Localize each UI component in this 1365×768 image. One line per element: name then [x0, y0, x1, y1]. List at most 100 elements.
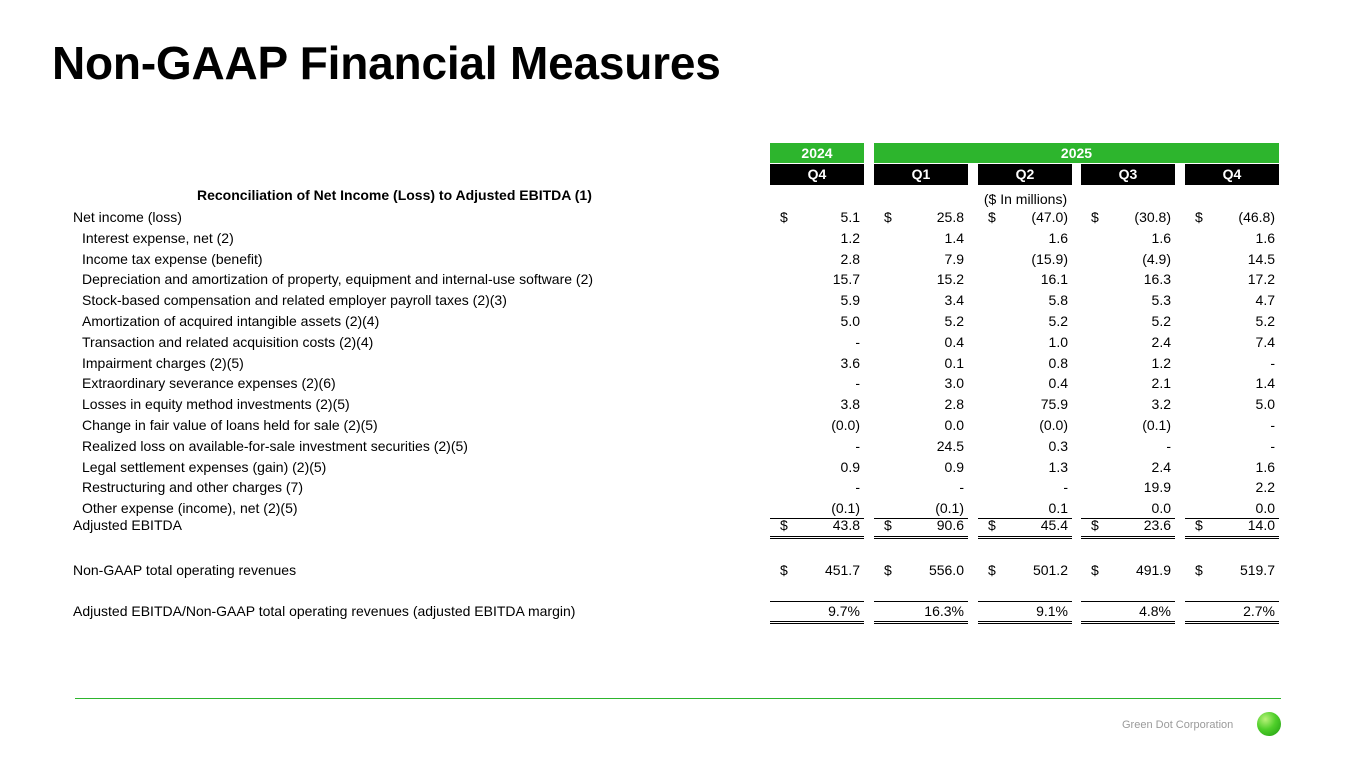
total-double-rule: [1185, 536, 1279, 539]
value-cell: 0.9: [770, 459, 864, 479]
quarter-header-2025-q4: Q4: [1185, 164, 1279, 185]
value-cell: 0.4: [874, 334, 968, 354]
cell-value: 0.9: [840, 459, 860, 475]
cell-value: -: [855, 438, 860, 454]
currency-symbol: $: [988, 562, 996, 578]
cell-value: 2.1: [1151, 375, 1171, 391]
value-cell: 16.1: [978, 271, 1072, 291]
cell-value: 0.0: [1151, 500, 1171, 516]
total-double-rule: [770, 536, 864, 539]
value-cell: $43.8: [770, 517, 864, 537]
value-cell: 5.3: [1081, 292, 1175, 312]
value-cell: 2.8: [770, 251, 864, 271]
value-cell: 9.1%: [978, 603, 1072, 623]
value-cell: 1.4: [1185, 375, 1279, 395]
cell-value: 5.2: [1048, 313, 1068, 329]
row-label: Adjusted EBITDA: [73, 517, 182, 533]
cell-value: (47.0): [1031, 209, 1068, 225]
cell-value: 90.6: [936, 517, 964, 533]
value-cell: 14.5: [1185, 251, 1279, 271]
cell-value: -: [855, 375, 860, 391]
value-cell: 5.2: [1081, 313, 1175, 333]
currency-symbol: $: [884, 209, 892, 225]
value-cell: (15.9): [978, 251, 1072, 271]
row-label: Extraordinary severance expenses (2)(6): [82, 375, 336, 391]
table-row: Depreciation and amortization of propert…: [0, 271, 1365, 291]
cell-value: 5.9: [840, 292, 860, 308]
value-cell: 1.6: [1185, 459, 1279, 479]
value-cell: $45.4: [978, 517, 1072, 537]
cell-value: 2.2: [1255, 479, 1275, 495]
value-cell: (0.1): [1081, 417, 1175, 437]
cell-value: 1.4: [1255, 375, 1275, 391]
cell-value: (0.1): [935, 500, 964, 516]
value-cell: 0.1: [978, 500, 1072, 520]
cell-value: 43.8: [832, 517, 860, 533]
cell-value: 14.0: [1247, 517, 1275, 533]
cell-value: (4.9): [1142, 251, 1171, 267]
value-cell: 5.8: [978, 292, 1072, 312]
value-cell: 5.2: [874, 313, 968, 333]
cell-value: 23.6: [1143, 517, 1171, 533]
cell-value: 1.0: [1048, 334, 1068, 350]
cell-value: -: [1270, 355, 1275, 371]
value-cell: $ (46.8): [1185, 209, 1279, 229]
table-row: Net income (loss) $5.1 $25.8 $ (47.0) $ (30.8)…: [0, 209, 1365, 229]
cell-value: 2.7%: [1243, 603, 1275, 619]
cell-value: 5.2: [1151, 313, 1171, 329]
value-cell: 2.1: [1081, 375, 1175, 395]
row-label: Legal settlement expenses (gain) (2)(5): [82, 459, 327, 475]
value-cell: 3.6: [770, 355, 864, 375]
cell-value: 15.7: [832, 271, 860, 287]
value-cell: 0.9: [874, 459, 968, 479]
value-cell: 16.3: [1081, 271, 1175, 291]
cell-value: 0.1: [944, 355, 964, 371]
value-cell: 0.1: [874, 355, 968, 375]
table-row: Change in fair value of loans held for s…: [0, 417, 1365, 437]
cell-value: 0.0: [944, 417, 964, 433]
row-label: Net income (loss): [73, 209, 182, 225]
cell-value: (15.9): [1031, 251, 1068, 267]
subtotal-rule: [1081, 518, 1175, 519]
cell-value: 15.2: [936, 271, 964, 287]
value-cell: -: [1081, 438, 1175, 458]
cell-value: 9.7%: [828, 603, 860, 619]
row-label: Depreciation and amortization of propert…: [82, 271, 594, 287]
cell-value: 519.7: [1239, 562, 1275, 578]
cell-value: 1.4: [944, 230, 964, 246]
cell-value: 2.8: [944, 396, 964, 412]
cell-value: 2.8: [840, 251, 860, 267]
value-cell: 3.4: [874, 292, 968, 312]
cell-value: 5.8: [1048, 292, 1068, 308]
cell-value: (46.8): [1238, 209, 1275, 225]
cell-value: 24.5: [936, 438, 964, 454]
cell-value: 501.2: [1032, 562, 1068, 578]
cell-value: 0.8: [1048, 355, 1068, 371]
value-cell: $491.9: [1081, 562, 1175, 582]
cell-value: 5.3: [1151, 292, 1171, 308]
currency-symbol: $: [988, 209, 996, 225]
cell-value: 14.5: [1247, 251, 1275, 267]
value-cell: 0.0: [1185, 500, 1279, 520]
year-header-2024: 2024: [770, 143, 864, 163]
green-dot-logo-icon: [1257, 712, 1281, 736]
table-row: Losses in equity method investments (2)(…: [0, 396, 1365, 416]
value-cell: 5.0: [770, 313, 864, 333]
cell-value: (0.1): [1142, 417, 1171, 433]
cell-value: 451.7: [824, 562, 860, 578]
cell-value: 491.9: [1135, 562, 1171, 578]
table-row: Transaction and related acquisition cost…: [0, 334, 1365, 354]
value-cell: 0.3: [978, 438, 1072, 458]
quarter-header-2025-q2: Q2: [978, 164, 1072, 185]
table-row: Restructuring and other charges (7) - - - 19…: [0, 479, 1365, 499]
value-cell: -: [874, 479, 968, 499]
cell-value: 2.4: [1151, 334, 1171, 350]
value-cell: $25.8: [874, 209, 968, 229]
currency-symbol: $: [884, 562, 892, 578]
footer-divider: [75, 698, 1281, 699]
value-cell: (0.1): [874, 500, 968, 520]
cell-value: 16.3%: [924, 603, 964, 619]
cell-value: 45.4: [1040, 517, 1068, 533]
currency-symbol: $: [780, 209, 788, 225]
table-row: Income tax expense (benefit) 2.8 7.9 (15.9)…: [0, 251, 1365, 271]
